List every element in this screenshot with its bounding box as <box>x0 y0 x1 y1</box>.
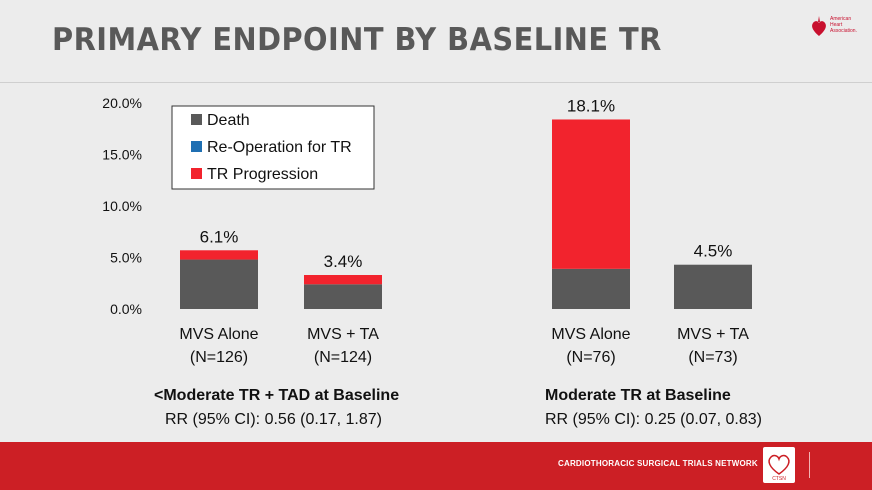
rr-label-left: RR (95% CI): 0.56 (0.17, 1.87) <box>165 411 382 428</box>
ctsn-heart-icon: CTSN <box>768 454 790 482</box>
bar-total-label: 18.1% <box>567 96 615 115</box>
chart-legend: Death Re-Operation for TR TR Progression <box>171 105 375 190</box>
bar-segment-tr-progression <box>304 275 382 285</box>
legend-swatch <box>191 114 202 125</box>
ctsn-logo-text: CTSN <box>772 476 786 482</box>
bar-segment-tr-progression <box>180 250 258 260</box>
footer-network-name: CARDIOTHORACIC SURGICAL TRIALS NETWORK <box>558 459 758 468</box>
ctsn-logo: CTSN <box>763 447 795 483</box>
y-tick-label: 0.0% <box>110 301 142 317</box>
x-category-label: (N=73) <box>688 349 737 366</box>
y-tick-label: 20.0% <box>102 95 142 111</box>
footer-divider <box>809 452 810 478</box>
bar-segment-death <box>552 268 630 309</box>
footer-bar: CARDIOTHORACIC SURGICAL TRIALS NETWORK C… <box>0 442 872 490</box>
bar-total-label: 4.5% <box>694 242 733 261</box>
bar-segment-death <box>304 284 382 309</box>
x-category-label: (N=76) <box>566 349 615 366</box>
x-category-label: (N=126) <box>190 349 248 366</box>
x-category-label: MVS Alone <box>551 326 630 343</box>
rr-label-right: RR (95% CI): 0.25 (0.07, 0.83) <box>545 411 762 428</box>
bar-segment-tr-progression <box>552 119 630 269</box>
y-tick-label: 5.0% <box>110 250 142 266</box>
legend-entry-label: TR Progression <box>207 166 318 183</box>
legend-swatch <box>191 168 202 179</box>
x-category-label: (N=124) <box>314 349 372 366</box>
aha-wordmark: American Heart Association. <box>830 16 857 34</box>
bar-total-label: 3.4% <box>324 252 363 271</box>
heart-torch-icon <box>812 16 826 36</box>
title-divider <box>0 82 872 83</box>
y-tick-label: 15.0% <box>102 147 142 163</box>
aha-wordmark-line: Heart <box>830 22 843 28</box>
aha-wordmark-line: American <box>830 16 852 22</box>
aha-logo: American Heart Association. <box>810 14 860 38</box>
group-label-right: Moderate TR at Baseline <box>545 387 731 404</box>
slide-title: PRIMARY ENDPOINT BY BASELINE TR <box>52 22 662 58</box>
y-tick-label: 10.0% <box>102 198 142 214</box>
x-category-label: MVS + TA <box>677 326 749 343</box>
legend-box <box>171 105 375 190</box>
bar-total-label: 6.1% <box>200 227 239 246</box>
legend-entry-label: Re-Operation for TR <box>207 139 352 156</box>
stacked-bar-chart: 0.0% 5.0% 10.0% 15.0% 20.0% 6.1% MVS Alone (N=1… <box>102 95 752 366</box>
legend-entry-label: Death <box>207 112 250 129</box>
x-category-label: MVS + TA <box>307 326 379 343</box>
legend-swatch <box>191 141 202 152</box>
bar-segment-death <box>674 264 752 309</box>
x-category-label: MVS Alone <box>179 326 258 343</box>
aha-wordmark-line: Association. <box>830 28 857 34</box>
bar-segment-death <box>180 259 258 309</box>
group-label-left: <Moderate TR + TAD at Baseline <box>154 387 400 404</box>
